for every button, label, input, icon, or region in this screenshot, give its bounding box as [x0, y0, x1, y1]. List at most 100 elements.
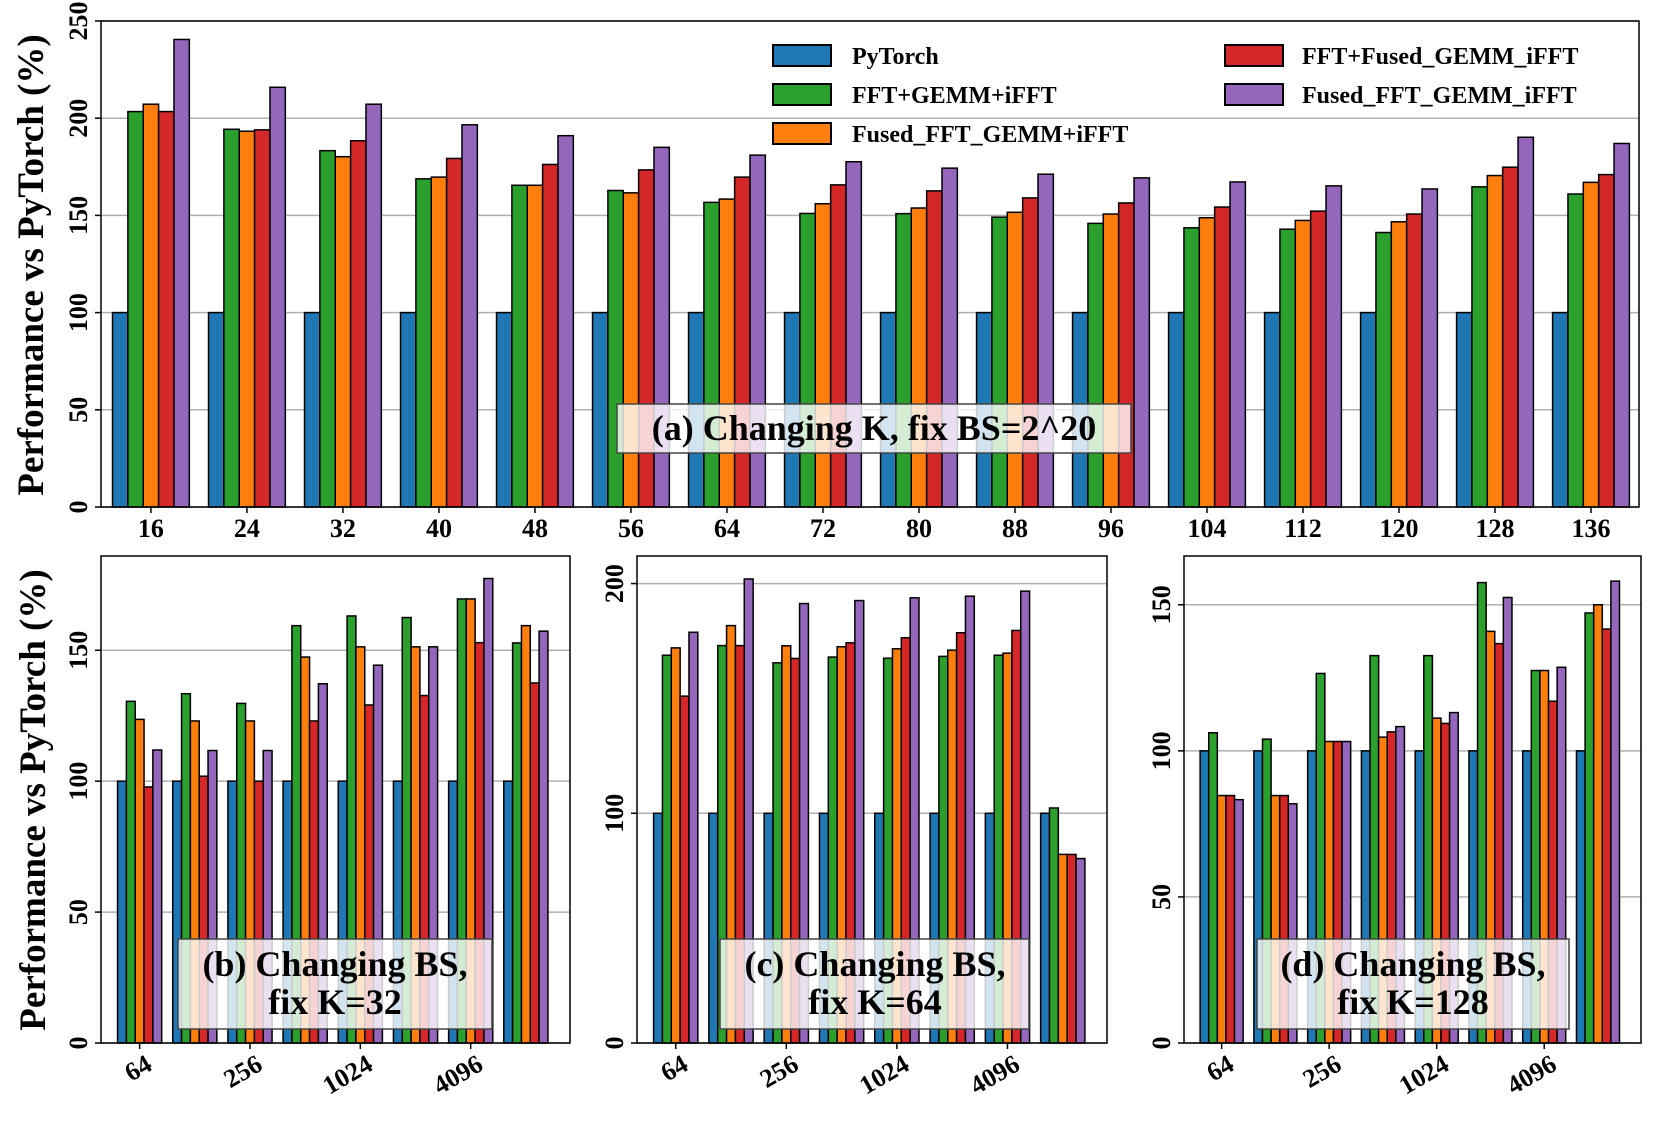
legend-swatch-pytorch	[772, 44, 832, 67]
panel-d-title-line2: fix K=128	[1337, 982, 1489, 1022]
x-tick-label: 120	[1379, 514, 1418, 543]
bar-c-pytorch-7	[1039, 812, 1051, 1044]
bar-a-fused-fft-gemm-ifft-6	[749, 154, 767, 508]
y-tick-label: 0	[64, 1037, 93, 1050]
axes-frame	[636, 555, 1108, 1044]
y-tick-label: 150	[64, 631, 93, 670]
y-tick-label: 250	[64, 2, 93, 41]
x-tick-label: 128	[1475, 514, 1514, 543]
x-tick-label: 4096	[965, 1049, 1025, 1100]
bar-a-fft-fused-gemm-ifft-13	[1405, 213, 1423, 508]
bar-a-fft-fused-gemm-ifft-7	[829, 184, 847, 508]
bar-b-fused-fft-gemm-ifft-7	[520, 624, 532, 1044]
x-tick-label: 112	[1284, 514, 1322, 543]
legend-label-fused-fft-gemm-ifft: Fused_FFT_GEMM_iFFT	[1302, 83, 1577, 109]
bar-a-fused-fft-gemm-ifft-0	[142, 103, 160, 508]
bar-a-fused-fft-gemm-ifft-5	[622, 192, 640, 508]
bar-b-fft-fused-gemm-ifft-0	[143, 786, 154, 1044]
y-axis-label-bottom: Performance vs PyTorch (%)	[13, 569, 54, 1030]
bar-a-fft-fused-gemm-ifft-1	[253, 129, 271, 508]
bar-a-fft-fused-gemm-ifft-8	[925, 190, 943, 508]
bar-a-fused-fft-gemm-ifft-3	[430, 176, 448, 508]
bar-a-fft-fused-gemm-ifft-9	[1021, 197, 1039, 508]
bar-a-fused-fft-gemm-ifft-14	[1486, 174, 1504, 508]
legend: PyTorch FFT+GEMM+iFFT Fused_FFT_GEMM+iFF…	[772, 44, 1578, 148]
x-tick-label: 256	[219, 1049, 267, 1094]
x-tick-label: 72	[810, 514, 836, 543]
panel-c-title: (c) Changing BS, fix K=64	[719, 938, 1030, 1030]
x-tick-label: 40	[426, 514, 452, 543]
x-tick-label: 32	[330, 514, 356, 543]
bar-a-fft-fused-gemm-ifft-3	[445, 157, 463, 508]
bar-a-fused-fft-gemm-ifft-12	[1325, 185, 1343, 508]
bar-b-fused-fft-gemm-ifft-7	[538, 630, 549, 1044]
legend-swatch-fft-fused-gemm-ifft	[1224, 44, 1284, 67]
bar-d-fft-fused-gemm-ifft-7	[1601, 628, 1612, 1044]
bar-a-pytorch-3	[399, 311, 417, 508]
y-tick-label: 100	[64, 762, 93, 801]
panel-c-title-line2: fix K=64	[808, 982, 942, 1022]
bar-d-fused-fft-gemm-ifft-7	[1592, 604, 1604, 1044]
x-tick-label: 4096	[1502, 1049, 1562, 1100]
bar-a-fft-fused-gemm-ifft-0	[157, 110, 175, 508]
bar-d-fft-gemm-ifft-7	[1584, 612, 1595, 1044]
bar-d-pytorch-0	[1199, 750, 1210, 1044]
bar-a-fused-fft-gemm-ifft-10	[1133, 177, 1151, 508]
bar-d-fft-gemm-ifft-0	[1207, 731, 1219, 1044]
y-tick-label: 100	[64, 293, 93, 332]
panel-a: 0 50 100 150 200 250 16 24 32 40 48 56 64 72 80 88 96 104…	[64, 2, 1640, 543]
y-tick-label: 200	[64, 99, 93, 138]
panel-b-title: (b) Changing BS, fix K=32	[177, 938, 493, 1030]
bar-a-fft-fused-gemm-ifft-15	[1597, 173, 1615, 508]
x-tick-label: 1024	[854, 1049, 914, 1100]
bar-a-fft-gemm-ifft-6	[703, 201, 721, 508]
bar-a-pytorch-5	[591, 311, 609, 508]
bar-b-pytorch-7	[503, 780, 514, 1044]
bar-a-fused-fft-gemm-ifft-15	[1613, 142, 1631, 508]
y-axis-label-top: Performance vs PyTorch (%)	[11, 34, 52, 495]
bar-a-fused-fft-gemm-ifft-2	[334, 155, 352, 508]
x-tick-label: 64	[120, 1049, 157, 1087]
bar-c-fused-fft-gemm-ifft-7	[1075, 857, 1086, 1044]
x-tick-label: 24	[234, 514, 260, 543]
bar-d-fused-fft-gemm-ifft-0	[1233, 798, 1244, 1044]
panel-c: 0 100 200 64 256 1024 4096	[600, 555, 1108, 1100]
legend-label-fused-fft-gemm-plus-ifft: Fused_FFT_GEMM+iFFT	[852, 122, 1128, 148]
bar-a-fft-gemm-ifft-13	[1375, 231, 1393, 508]
panel-b-title-line2: fix K=32	[268, 982, 402, 1022]
x-tick-label: 1024	[318, 1049, 378, 1100]
bar-b-fused-fft-gemm-ifft-0	[134, 718, 145, 1044]
axes-frame	[1183, 555, 1642, 1044]
bar-a-fft-gemm-ifft-4	[511, 184, 529, 508]
x-tick-label: 4096	[428, 1049, 488, 1100]
bar-a-fft-gemm-ifft-15	[1567, 193, 1585, 508]
x-tick-label: 88	[1002, 514, 1028, 543]
bar-c-pytorch-1	[708, 812, 719, 1044]
legend-swatch-fused-fft-gemm-plus-ifft	[772, 122, 832, 145]
bar-c-fused-fft-gemm-ifft-7	[1057, 853, 1068, 1044]
y-tick-label: 50	[1147, 884, 1176, 910]
y-tick-label: 50	[64, 397, 93, 423]
bar-a-fft-gemm-ifft-8	[895, 212, 913, 508]
x-tick-label: 96	[1098, 514, 1124, 543]
bar-a-fused-fft-gemm-ifft-0	[173, 38, 191, 508]
bar-c-fused-fft-gemm-ifft-0	[670, 647, 681, 1044]
x-tick-label: 104	[1187, 514, 1226, 543]
x-tick-label: 64	[656, 1049, 693, 1087]
x-tick-label: 56	[618, 514, 644, 543]
bar-d-pytorch-7	[1575, 750, 1586, 1044]
bar-a-fused-fft-gemm-ifft-1	[238, 130, 256, 508]
bar-a-fft-fused-gemm-ifft-11	[1213, 206, 1231, 508]
bar-a-fused-fft-gemm-ifft-7	[814, 202, 832, 508]
bar-d-fused-fft-gemm-ifft-7	[1610, 580, 1621, 1044]
y-tick-label: 0	[1147, 1037, 1176, 1050]
bar-a-fused-fft-gemm-ifft-12	[1294, 219, 1312, 508]
y-tick-label: 150	[1147, 585, 1176, 624]
bar-a-fused-fft-gemm-ifft-15	[1582, 181, 1600, 508]
bar-a-fft-fused-gemm-ifft-10	[1117, 202, 1135, 508]
legend-label-fft-gemm-ifft: FFT+GEMM+iFFT	[852, 83, 1057, 109]
bar-a-fused-fft-gemm-ifft-7	[845, 160, 863, 508]
bar-c-fft-fused-gemm-ifft-0	[679, 695, 690, 1044]
bar-a-pytorch-13	[1359, 311, 1377, 508]
panel-a-title: (a) Changing K, fix BS=2^20	[616, 403, 1132, 454]
